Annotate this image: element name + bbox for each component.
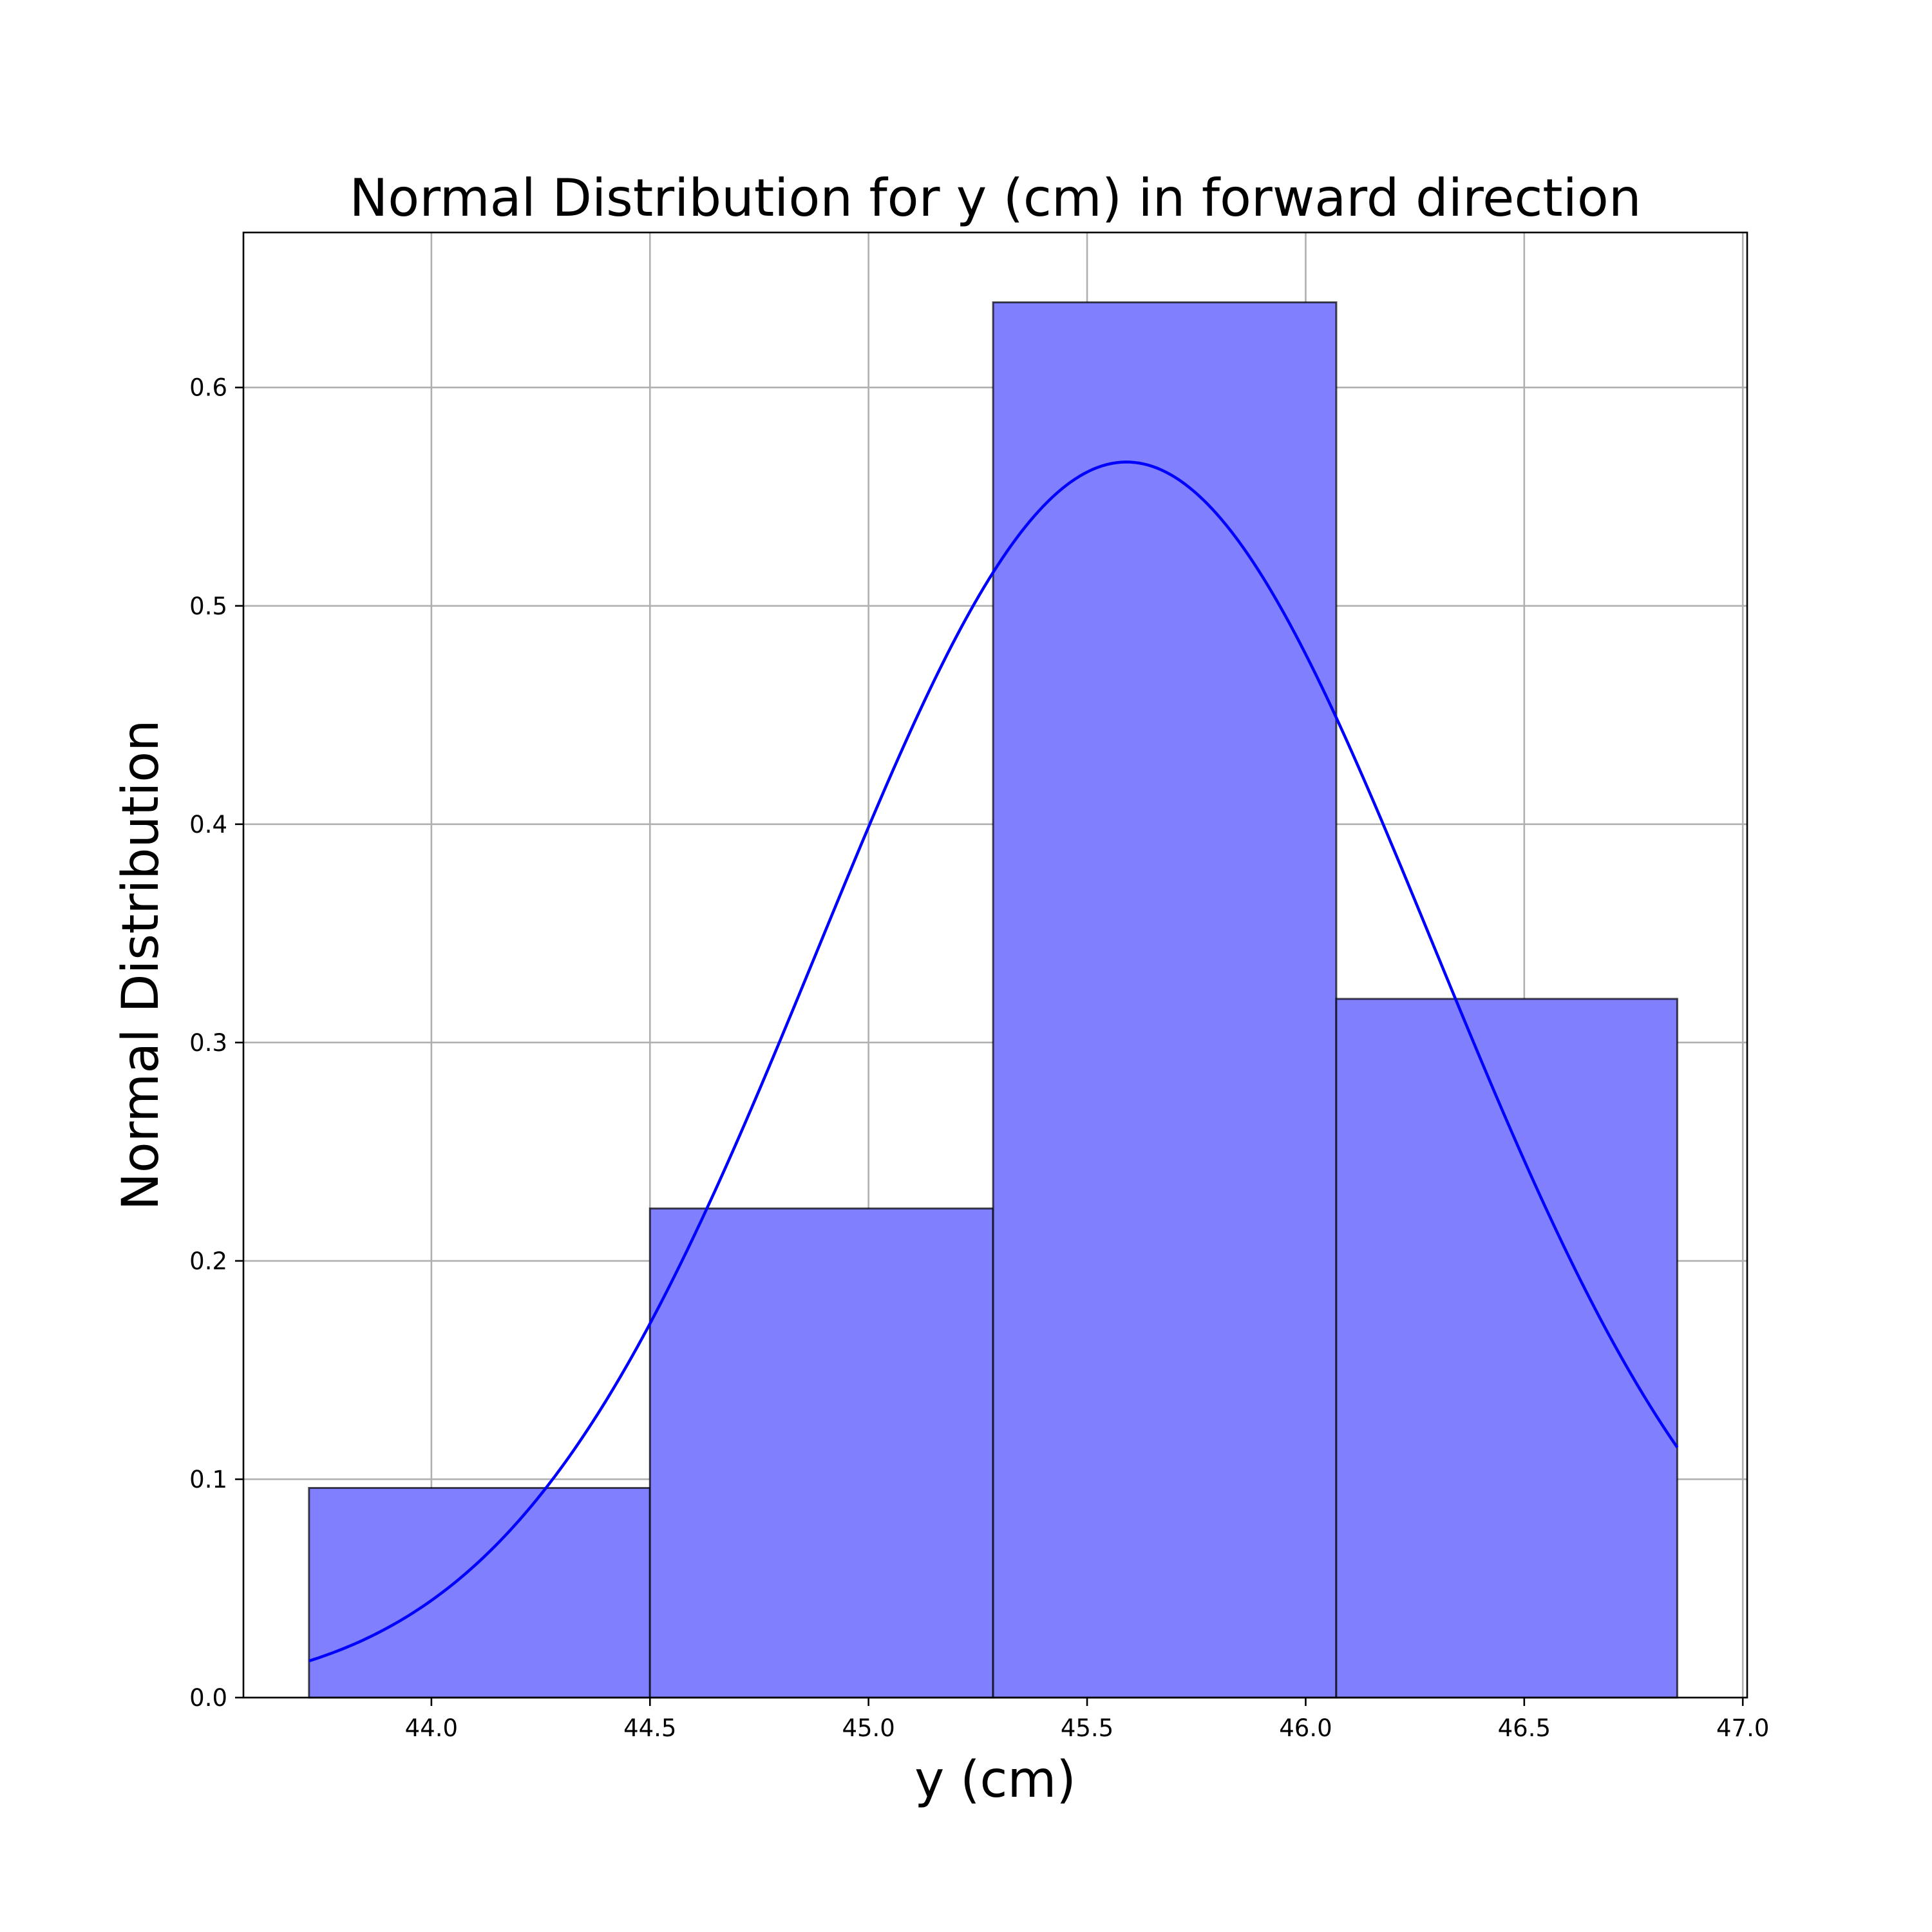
y-tick-label: 0.0	[189, 1684, 227, 1712]
x-tick-label: 44.5	[623, 1714, 676, 1742]
normal-curve	[308, 460, 1679, 1663]
normal-curve-layer	[308, 460, 1679, 1663]
x-axis-label: y (cm)	[914, 1751, 1076, 1809]
ticks-layer: 44.0 44.5 45.0 45.5 46.0 46.5 47.0 0.0 0.1 0.2 0.3…	[189, 374, 1769, 1742]
x-tick-label: 45.0	[842, 1714, 895, 1742]
histogram-bar	[992, 301, 1338, 1699]
x-tick-label: 45.5	[1061, 1714, 1113, 1742]
y-tick-label: 0.5	[189, 592, 227, 620]
histogram-bars	[308, 301, 1678, 1699]
plot-frame	[242, 231, 1748, 1699]
y-tick-label: 0.1	[189, 1466, 227, 1493]
x-tick-label: 47.0	[1716, 1714, 1769, 1742]
y-axis-label: Normal Distribution	[112, 719, 170, 1210]
x-tick-label: 46.0	[1279, 1714, 1332, 1742]
y-tick-label: 0.4	[189, 811, 227, 838]
histogram-bar	[1335, 998, 1678, 1699]
x-tick-label: 44.0	[405, 1714, 458, 1742]
y-tick-label: 0.3	[189, 1029, 227, 1057]
y-tick-label: 0.6	[189, 374, 227, 402]
histogram-bar	[308, 1487, 651, 1699]
y-tick-label: 0.2	[189, 1247, 227, 1275]
chart-title: Normal Distribution for y (cm) in forwar…	[349, 168, 1641, 228]
x-tick-label: 46.5	[1498, 1714, 1551, 1742]
histogram-bar	[649, 1208, 994, 1699]
